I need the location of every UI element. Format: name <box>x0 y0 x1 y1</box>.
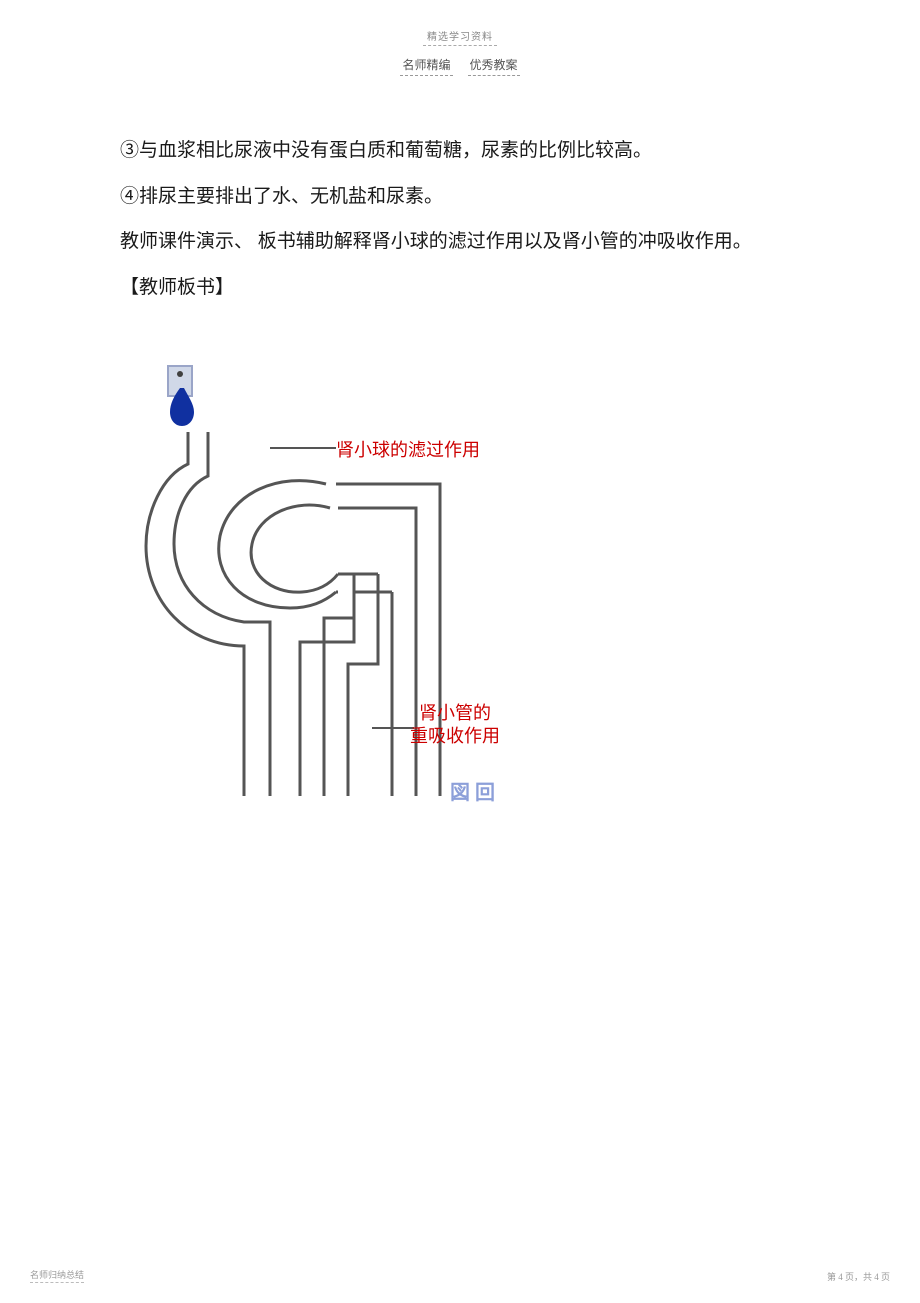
footer-right: 第 4 页，共 4 页 <box>827 1270 890 1283</box>
page-header-sub: 名师精编 优秀教案 <box>0 56 920 76</box>
diagram-label-filtration: 肾小球的滤过作用 <box>336 436 480 462</box>
header-top-text: 精选学习资料 <box>423 28 497 46</box>
header-sub-left: 名师精编 <box>400 56 452 76</box>
paragraph-board: 【教师板书】 <box>120 265 800 311</box>
glomerulus-inner <box>251 505 338 592</box>
paragraph-4: ④排尿主要排出了水、无机盐和尿素。 <box>120 174 800 220</box>
paragraph-teacher: 教师课件演示、 板书辅助解释肾小球的滤过作用以及肾小管的冲吸收作用。 <box>120 219 800 265</box>
header-sub-right: 优秀教案 <box>468 56 520 76</box>
diagram-label-reabsorption: 肾小管的 重吸收作用 <box>410 702 500 749</box>
tubule-inner-left2 <box>324 592 378 796</box>
label2-line1: 肾小管的 <box>419 703 491 723</box>
tubule-outer-right <box>336 484 440 796</box>
footer-left: 名师归纳总结 <box>30 1268 84 1283</box>
diagram-watermark: 図 回 <box>450 776 495 805</box>
page-header-top: 精选学习资料 <box>0 28 920 46</box>
dot-icon <box>177 371 183 377</box>
content-block: ③与血浆相比尿液中没有蛋白质和葡萄糖，尿素的比例比较高。 ④排尿主要排出了水、无… <box>120 128 800 310</box>
capsule-outer-right <box>174 432 270 796</box>
label2-line2: 重吸收作用 <box>410 726 500 746</box>
paragraph-3: ③与血浆相比尿液中没有蛋白质和葡萄糖，尿素的比例比较高。 <box>120 128 800 174</box>
